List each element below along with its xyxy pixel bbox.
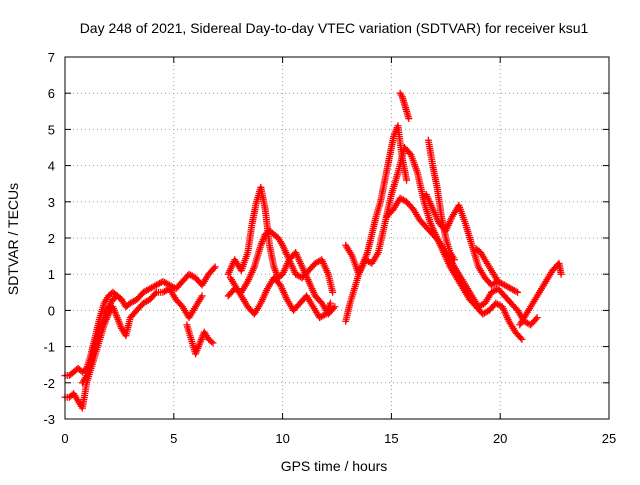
data-point [514,288,522,296]
x-tick-label: 10 [275,431,289,446]
data-point-fill [208,338,216,346]
series-track-14 [472,245,502,285]
x-tick-label: 20 [493,431,507,446]
series-track-10 [342,144,526,343]
data-layer [61,89,565,412]
series-track-7 [226,274,334,322]
series-track-1 [61,263,219,380]
data-point [518,335,526,343]
y-tick-label: 7 [48,50,55,65]
series-track-8 [342,122,411,325]
series-track-5 [224,183,339,318]
data-point-fill [116,294,124,302]
data-point-fill [151,290,159,298]
series-track-15 [516,259,565,329]
data-point-fill [532,315,540,323]
y-tick-label: 4 [48,159,55,174]
data-point [211,263,219,271]
data-point-fill [512,287,520,295]
series-track-6 [224,227,337,300]
y-tick-label: 2 [48,231,55,246]
x-tick-label: 5 [170,431,177,446]
x-tick-label: 0 [61,431,68,446]
data-point [557,270,565,278]
data-point [209,339,217,347]
series-track-4 [183,321,217,358]
data-point [405,115,413,123]
series-track-9 [396,89,413,123]
data-point-fill [210,264,218,272]
y-tick-label: 1 [48,267,55,282]
data-point [198,292,206,300]
series-track-3 [78,292,126,387]
y-tick-label: 6 [48,86,55,101]
data-point [329,288,337,296]
data-point [451,256,459,264]
y-tick-label: -2 [43,376,55,391]
y-tick-label: 5 [48,122,55,137]
x-tick-label: 25 [602,431,616,446]
y-tick-label: 3 [48,195,55,210]
grid [65,57,609,419]
y-tick-label: -1 [43,340,55,355]
axis-ticks: 0 5 10 15 20 25 -3 -2 -1 0 1 2 3 4 5 6 7 [43,50,616,446]
y-tick-label: 0 [48,303,55,318]
data-point [403,176,411,184]
data-point [533,314,541,322]
data-point [326,299,334,307]
data-point [118,296,126,304]
y-axis-label: SDTVAR / TECUs [5,183,21,295]
data-point-fill [517,334,525,342]
chart-title: Day 248 of 2021, Sidereal Day-to-day VTE… [80,20,589,36]
x-axis-label: GPS time / hours [281,458,388,474]
y-tick-label: -3 [43,412,55,427]
series-track-11 [383,194,541,329]
x-tick-label: 15 [384,431,398,446]
series-track-13 [424,136,459,264]
data-point [494,277,502,285]
